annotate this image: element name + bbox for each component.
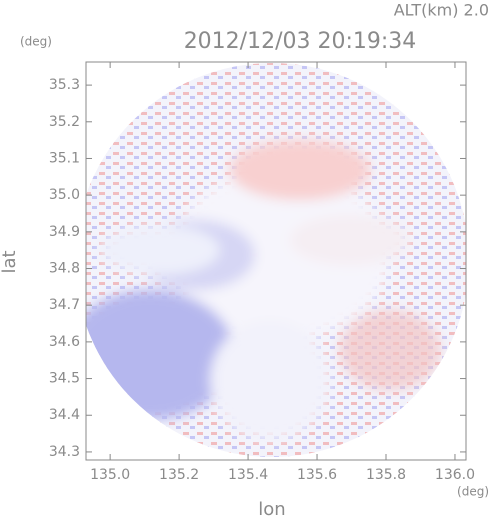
y-tick-label: 35.2	[49, 114, 80, 130]
y-tick-label: 34.7	[49, 297, 80, 313]
annotation: ALT(km) 2.0	[394, 1, 489, 20]
y-unit: (deg)	[20, 35, 52, 49]
x-tick-label: 135.2	[159, 467, 199, 483]
chart-title: 2012/12/03 20:19:34	[184, 29, 417, 54]
radar-field	[86, 63, 466, 457]
y-tick-label: 34.5	[49, 371, 80, 387]
y-axis-label: lat	[0, 250, 20, 273]
y-tick-label: 35.0	[49, 187, 80, 203]
y-tick-label: 35.1	[49, 150, 80, 166]
x-tick-label: 135.0	[90, 467, 130, 483]
y-tick-label: 34.4	[49, 407, 80, 423]
plot-frame	[85, 61, 467, 461]
y-tick-label: 35.3	[49, 77, 80, 93]
y-tick-label: 34.3	[49, 444, 80, 460]
y-tick-label: 34.6	[49, 334, 80, 350]
x-tick-label: 136.0	[435, 467, 475, 483]
y-tick-label: 34.9	[49, 224, 80, 240]
x-axis-label: lon	[258, 499, 285, 520]
x-tick-label: 135.6	[297, 467, 337, 483]
y-tick-label: 34.8	[49, 261, 80, 277]
x-tick-label: 135.8	[366, 467, 406, 483]
x-tick-label: 135.4	[228, 467, 268, 483]
x-unit: (deg)	[457, 485, 489, 499]
